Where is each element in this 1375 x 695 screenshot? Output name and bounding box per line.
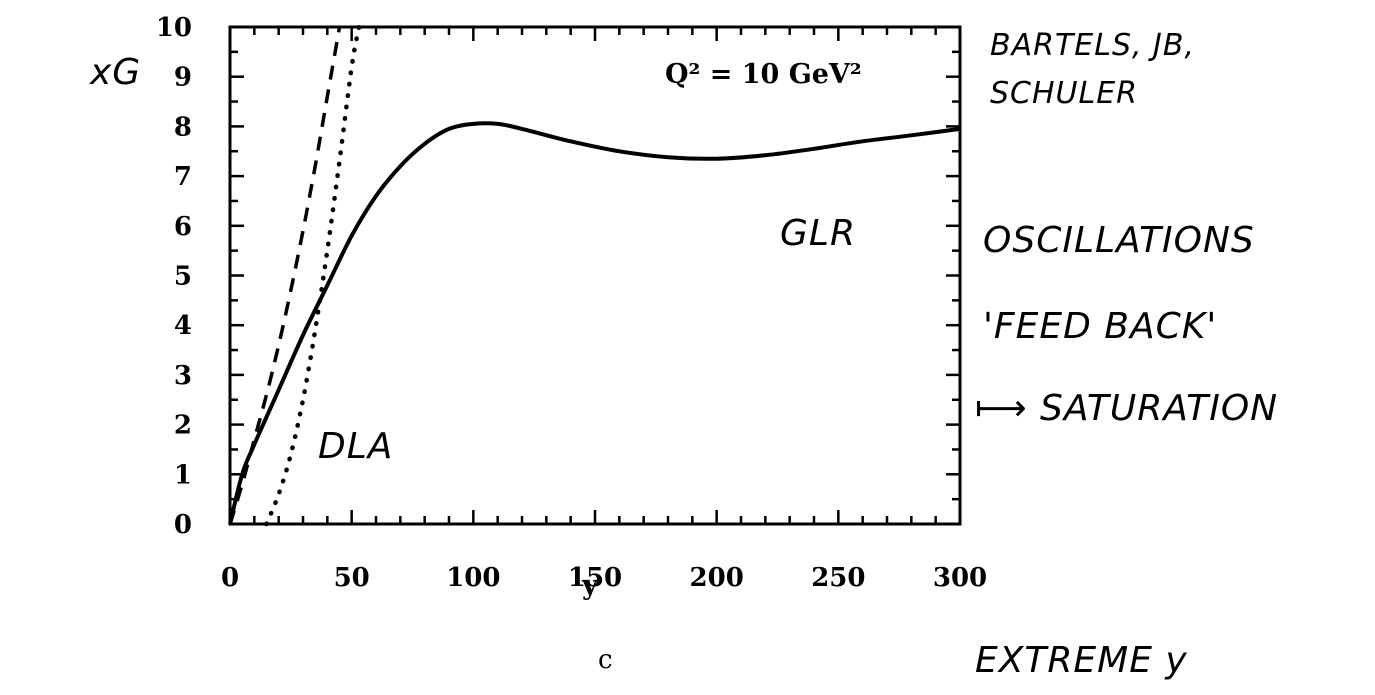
y-tick-label: 1 bbox=[174, 460, 192, 490]
series-line-glr bbox=[228, 121, 961, 525]
series-line-dashed bbox=[228, 26, 342, 525]
q2-annotation: Q² = 10 GeV² bbox=[665, 59, 862, 90]
y-tick-label: 6 bbox=[174, 212, 192, 242]
series-layer bbox=[228, 24, 961, 527]
y-tick-label: 5 bbox=[174, 262, 192, 292]
series-line-dla bbox=[264, 24, 362, 527]
y-tick-label: 3 bbox=[174, 361, 192, 391]
y-tick-labels: 0 1 2 3 4 5 6 7 8 9 10 bbox=[156, 13, 192, 540]
x-tick-label: 0 bbox=[221, 563, 239, 593]
y-tick-label: 9 bbox=[174, 63, 192, 93]
y-tick-label: 2 bbox=[174, 411, 192, 441]
note-saturation: SATURATION bbox=[1040, 388, 1278, 429]
axis-ticks bbox=[228, 25, 962, 526]
x-tick-label: 250 bbox=[811, 563, 865, 593]
x-axis-title: y bbox=[581, 570, 599, 601]
x-tick-label: 300 bbox=[933, 563, 987, 593]
x-tick-label: 50 bbox=[334, 563, 370, 593]
bottom-note: EXTREME y bbox=[975, 640, 1188, 681]
note-arrow: ⟼ bbox=[975, 388, 1028, 429]
note-oscillations: OSCILLATIONS bbox=[983, 220, 1255, 261]
glr-label: GLR bbox=[780, 213, 856, 254]
caption-label: c bbox=[598, 645, 613, 675]
y-tick-label: 10 bbox=[156, 13, 192, 43]
y-tick-label: 0 bbox=[174, 510, 192, 540]
authors-line2: SCHULER bbox=[990, 76, 1138, 111]
x-tick-label: 150 bbox=[568, 563, 622, 593]
x-tick-label: 100 bbox=[446, 563, 500, 593]
y-tick-label: 8 bbox=[174, 112, 192, 142]
x-tick-label: 200 bbox=[690, 563, 744, 593]
x-tick-labels: 0 50 100 150 200 250 300 bbox=[221, 563, 987, 593]
y-tick-label: 4 bbox=[174, 311, 192, 341]
dla-label: DLA bbox=[318, 426, 393, 467]
note-feedback: 'FEED BACK' bbox=[983, 306, 1217, 347]
authors-line1: BARTELS, JB, bbox=[990, 28, 1195, 63]
y-tick-label: 7 bbox=[174, 162, 192, 192]
y-axis-title: xG bbox=[89, 52, 141, 93]
